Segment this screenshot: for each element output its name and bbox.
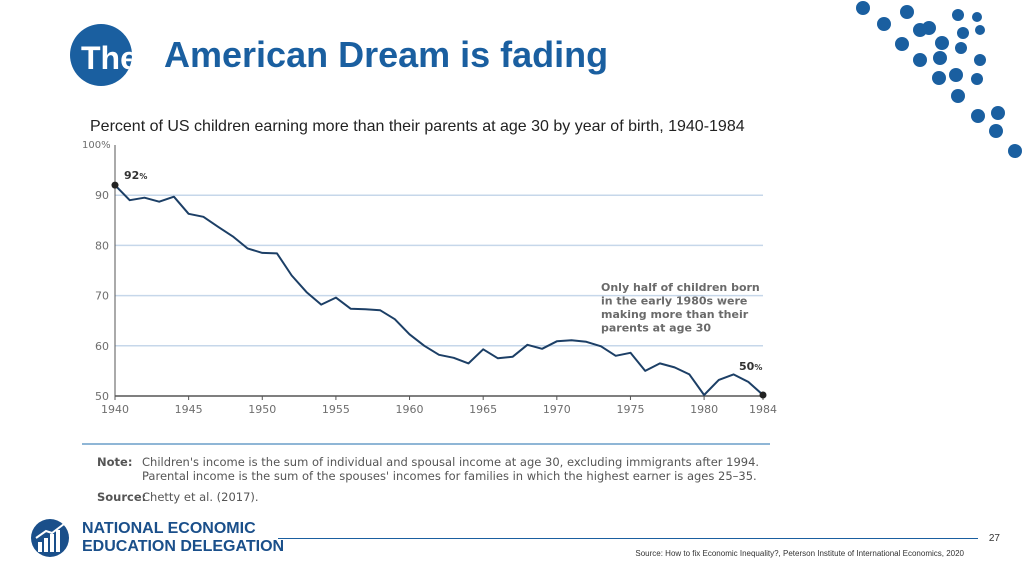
decorative-dot <box>900 5 914 19</box>
y-tick-label: 90 <box>95 189 109 202</box>
logo-line-1: NATIONAL ECONOMIC <box>82 520 256 537</box>
x-tick-label: 1970 <box>543 403 571 416</box>
title-the: The <box>81 40 132 76</box>
decorative-dot <box>972 12 982 22</box>
annotation-line: parents at age 30 <box>601 322 711 335</box>
series-line <box>114 184 764 396</box>
annotation-line: in the early 1980s were <box>601 295 747 308</box>
source-section: Source: Chetty et al. (2017). <box>97 490 797 506</box>
source-label: Source: <box>97 490 147 504</box>
title-circle: The <box>70 24 132 86</box>
y-tick-label: 80 <box>95 239 109 252</box>
annotation-line: Only half of children born <box>601 281 760 294</box>
x-tick-label: 1980 <box>690 403 718 416</box>
decorative-dot <box>913 23 927 37</box>
x-tick-label: 1984 <box>749 403 777 416</box>
end-value-pct: % <box>754 363 762 372</box>
decorative-dot <box>856 1 870 15</box>
x-tick-label: 1940 <box>101 403 129 416</box>
start-point <box>111 181 119 189</box>
y-max-label: 100% <box>82 140 111 151</box>
decorative-dot <box>975 25 985 35</box>
decorative-dot <box>991 106 1005 120</box>
start-value-label: 92% <box>124 169 147 182</box>
decorative-dots <box>856 1 1022 158</box>
decorative-dot <box>971 73 983 85</box>
logo-icon <box>31 519 69 557</box>
note-text: Children's income is the sum of individu… <box>142 455 782 483</box>
x-tick-label: 1950 <box>248 403 276 416</box>
chart-title: Percent of US children earning more than… <box>90 118 745 135</box>
decorative-dot <box>989 124 1003 138</box>
note-divider <box>82 443 770 445</box>
x-tick-label: 1960 <box>396 403 424 416</box>
start-value-number: 92 <box>124 169 139 182</box>
x-tick-label: 1955 <box>322 403 350 416</box>
end-value-label: 50% <box>739 360 762 373</box>
note-line-1: Children's income is the sum of individu… <box>142 455 760 469</box>
decorative-dot <box>1008 144 1022 158</box>
logo-text: NATIONAL ECONOMIC EDUCATION DELEGATION <box>82 520 284 556</box>
title-text: American Dream is fading <box>164 34 609 75</box>
decorative-dot <box>952 9 964 21</box>
x-tick-label: 1975 <box>616 403 644 416</box>
line-chart: 50 60 70 80 90 100% 1940 1945 1950 1955 1960 1965 19… <box>82 140 777 416</box>
note-label: Note: <box>97 455 133 469</box>
decorative-dot <box>949 68 963 82</box>
note-line-2: Parental income is the sum of the spouse… <box>142 469 757 483</box>
end-value-number: 50 <box>739 360 755 373</box>
decorative-dot <box>913 53 927 67</box>
decorative-dot <box>971 109 985 123</box>
footer-line <box>278 538 978 539</box>
nee-logo: NATIONAL ECONOMIC EDUCATION DELEGATION <box>30 518 284 563</box>
decorative-dot <box>955 42 967 54</box>
page-number: 27 <box>988 533 1000 544</box>
decorative-dot <box>877 17 891 31</box>
note-section: Note: Children's income is the sum of in… <box>97 455 797 485</box>
decorative-dot <box>951 89 965 103</box>
y-tick-label: 70 <box>95 290 109 303</box>
start-value-pct: % <box>139 172 147 181</box>
decorative-dot <box>974 54 986 66</box>
source-text: Chetty et al. (2017). <box>142 490 259 504</box>
decorative-dot <box>957 27 969 39</box>
decorative-dot <box>932 71 946 85</box>
logo-line-2: EDUCATION DELEGATION <box>82 538 285 555</box>
footer-source: Source: How to fix Economic Inequality?,… <box>635 549 964 558</box>
x-tick-label: 1945 <box>175 403 203 416</box>
decorative-dot <box>895 37 909 51</box>
x-tick-label: 1965 <box>469 403 497 416</box>
decorative-dot <box>935 36 949 50</box>
y-tick-label: 60 <box>95 340 109 353</box>
decorative-dot <box>933 51 947 65</box>
end-point <box>759 391 767 399</box>
annotation-line: making more than their <box>601 308 749 321</box>
y-tick-label: 50 <box>95 390 109 403</box>
